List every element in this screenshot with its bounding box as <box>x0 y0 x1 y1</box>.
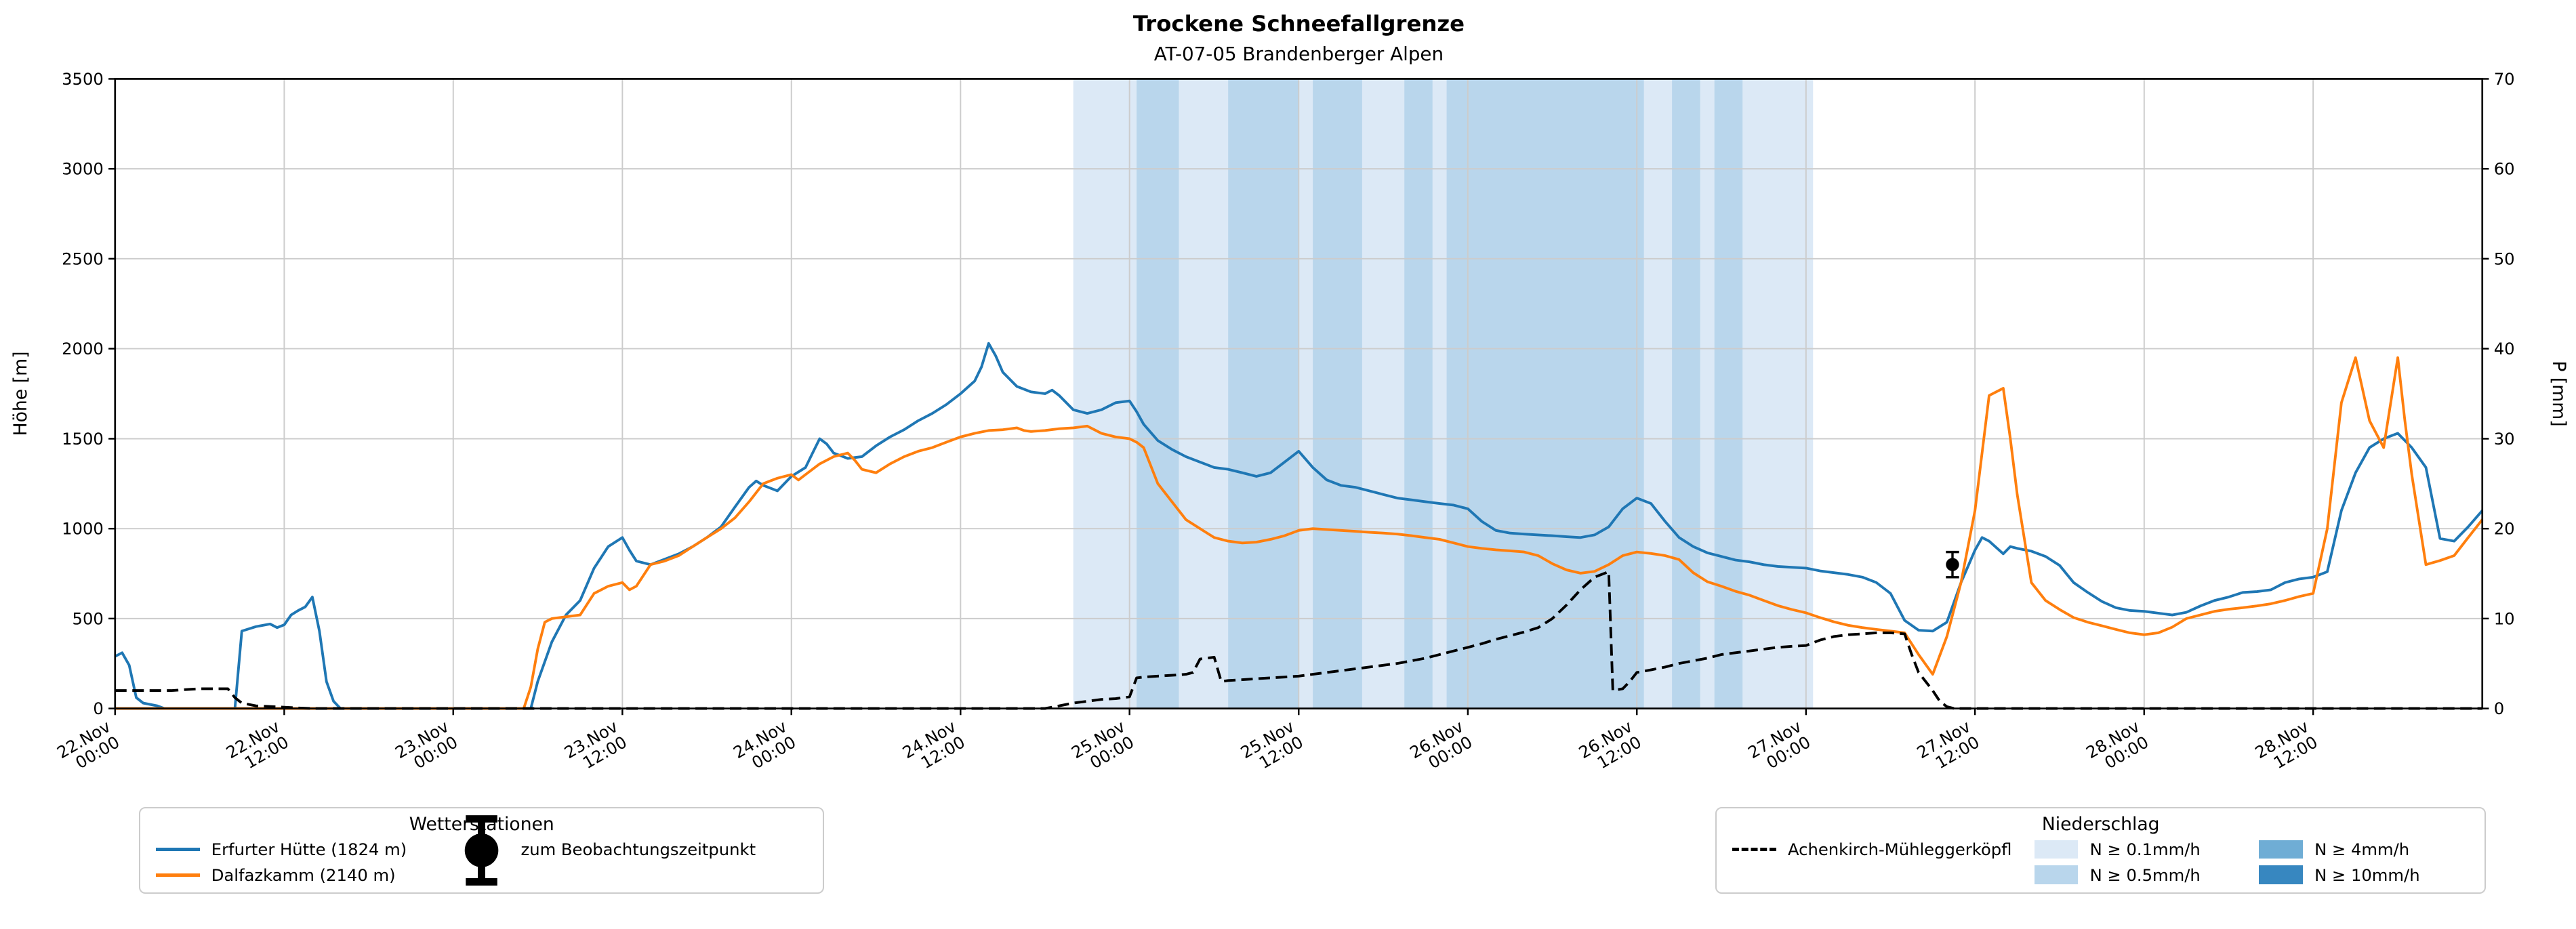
xtick-label: 28.Nov00:00 <box>2083 716 2152 778</box>
legend-empty-cell <box>1732 865 2035 885</box>
ytick-right-label: 20 <box>2494 519 2515 539</box>
band-10-patch <box>2259 865 2303 884</box>
legend-niederschlag: Niederschlag Achenkirch-Mühleggerköpfl N… <box>1715 807 2486 894</box>
ytick-left-label: 1000 <box>62 519 104 539</box>
ytick-right-label: 50 <box>2494 249 2515 268</box>
ytick-left-label: 3500 <box>62 69 104 89</box>
precip-band <box>1714 79 1743 709</box>
xtick-label: 28.Nov12:00 <box>2251 716 2321 778</box>
ytick-left-label: 1500 <box>62 429 104 449</box>
legend-label-band-10: N ≥ 10mm/h <box>2314 865 2420 885</box>
chart-title: Trockene Schneefallgrenze <box>1132 11 1465 37</box>
series-dalfaz <box>115 356 2484 710</box>
ytick-left-label: 2000 <box>62 339 104 358</box>
legend-label-band-01: N ≥ 0.1mm/h <box>2089 840 2201 860</box>
xtick-label: 24.Nov12:00 <box>899 716 968 778</box>
legend-wetterstationen: Wetterstationen Erfurter Hütte (1824 m) … <box>139 807 825 894</box>
xtick-label: 25.Nov00:00 <box>1068 716 1137 778</box>
xtick-label: 27.Nov12:00 <box>1913 716 1982 778</box>
legend-label-observation: zum Beobachtungszeitpunkt <box>520 840 756 860</box>
legend-item-achenkirch: Achenkirch-Mühleggerköpfl <box>1732 840 2035 859</box>
precip-band <box>1672 79 1700 709</box>
xtick-label: 26.Nov00:00 <box>1406 716 1475 778</box>
legend-item-band-01: N ≥ 0.1mm/h <box>2034 840 2260 860</box>
chart-subtitle: AT-07-05 Brandenberger Alpen <box>1153 43 1444 66</box>
precip-band <box>1446 79 1644 709</box>
series-precip <box>115 570 2482 710</box>
legend-item-band-10: N ≥ 10mm/h <box>2259 865 2469 885</box>
precip-band <box>1073 79 1814 709</box>
legend-precip-grid: Achenkirch-Mühleggerköpfl N ≥ 0.1mm/h N … <box>1732 840 2469 885</box>
legend-label-band-4: N ≥ 4mm/h <box>2314 840 2410 860</box>
xtick-label: 27.Nov00:00 <box>1744 716 1814 778</box>
ytick-right-label: 40 <box>2494 339 2515 358</box>
y-axis-label-left: Höhe [m] <box>10 352 31 436</box>
legend-item-erfurter: Erfurter Hütte (1824 m) <box>156 840 520 859</box>
precip-bands <box>1073 79 1814 709</box>
xtick-label: 22.Nov00:00 <box>54 716 123 778</box>
precip-band <box>1313 79 1362 709</box>
legend-stations-grid: Erfurter Hütte (1824 m) zum Beobachtungs… <box>156 815 807 886</box>
erfurter-line-sample <box>156 848 200 852</box>
xtick-label: 26.Nov12:00 <box>1575 716 1644 778</box>
ytick-left-label: 500 <box>73 608 104 628</box>
precip-line-sample <box>1732 848 1776 852</box>
ytick-left-label: 0 <box>93 699 103 718</box>
legend-label-band-05: N ≥ 0.5mm/h <box>2089 865 2201 885</box>
legend-item-band-05: N ≥ 0.5mm/h <box>2034 865 2260 885</box>
gridlines <box>114 78 2482 709</box>
xtick-label: 23.Nov00:00 <box>392 716 461 778</box>
precip-band <box>1404 79 1433 709</box>
ytick-right-label: 10 <box>2494 608 2515 628</box>
legend-item-observation: zum Beobachtungszeitpunkt <box>464 815 807 886</box>
ytick-left-label: 2500 <box>62 249 104 268</box>
xtick-label: 23.Nov12:00 <box>561 716 630 778</box>
legend-label-erfurter: Erfurter Hütte (1824 m) <box>211 840 407 860</box>
ytick-left-label: 3000 <box>62 159 104 179</box>
band-01-patch <box>2034 840 2079 859</box>
precip-band <box>1137 79 1179 709</box>
legend-item-dalfaz: Dalfazkamm (2140 m) <box>156 865 520 885</box>
band-4-patch <box>2259 840 2303 859</box>
xtick-label: 25.Nov12:00 <box>1238 716 1307 778</box>
xtick-label: 24.Nov00:00 <box>730 716 799 778</box>
xtick-label: 22.Nov12:00 <box>223 716 292 778</box>
ytick-right-label: 60 <box>2494 159 2515 179</box>
legend-precip-title: Niederschlag <box>2041 814 2160 835</box>
dalfaz-line-sample <box>156 873 200 877</box>
band-05-patch <box>2034 865 2079 884</box>
series-erfurter <box>114 342 2484 710</box>
ytick-right-label: 0 <box>2494 699 2504 718</box>
legend-label-dalfaz: Dalfazkamm (2140 m) <box>211 865 396 885</box>
ytick-right-label: 30 <box>2494 429 2515 449</box>
precip-band <box>1228 79 1299 709</box>
observation-marker-icon <box>464 815 499 886</box>
y-axis-label-right: P [mm] <box>2548 360 2569 426</box>
legend-label-achenkirch: Achenkirch-Mühleggerköpfl <box>1787 840 2012 860</box>
ytick-right-label: 70 <box>2494 69 2515 89</box>
legend-item-band-4: N ≥ 4mm/h <box>2259 840 2469 859</box>
observation-marker <box>1946 550 1959 579</box>
